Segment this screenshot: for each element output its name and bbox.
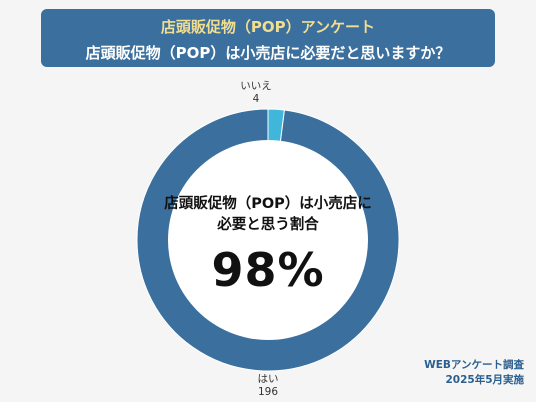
label-yes-value: 196	[257, 386, 279, 398]
center-hole	[168, 140, 368, 340]
label-no-name: いいえ	[240, 80, 272, 92]
label-no-value: 4	[252, 93, 260, 105]
source-line1: WEBアンケート調査	[424, 359, 524, 371]
center-question-line2: 必要と思う割合	[217, 217, 319, 233]
survey-title: 店頭販促物（POP）アンケート	[160, 18, 376, 36]
center-percent: 98%	[211, 243, 325, 297]
label-yes-name: はい	[257, 373, 279, 385]
source-note: WEBアンケート調査 2025年5月実施	[424, 358, 524, 388]
header-banner: 店頭販促物（POP）アンケート 店頭販促物（POP）は小売店に必要だと思いますか…	[41, 9, 495, 67]
label-no: いいえ 4	[236, 80, 276, 106]
center-question-line1: 店頭販促物（POP）は小売店に	[164, 196, 372, 212]
source-line2: 2025年5月実施	[445, 374, 524, 386]
survey-question: 店頭販促物（POP）は小売店に必要だと思いますか？	[85, 44, 451, 62]
center-text: 店頭販促物（POP）は小売店に 必要と思う割合 98%	[148, 194, 388, 300]
label-yes: はい 196	[248, 373, 288, 399]
